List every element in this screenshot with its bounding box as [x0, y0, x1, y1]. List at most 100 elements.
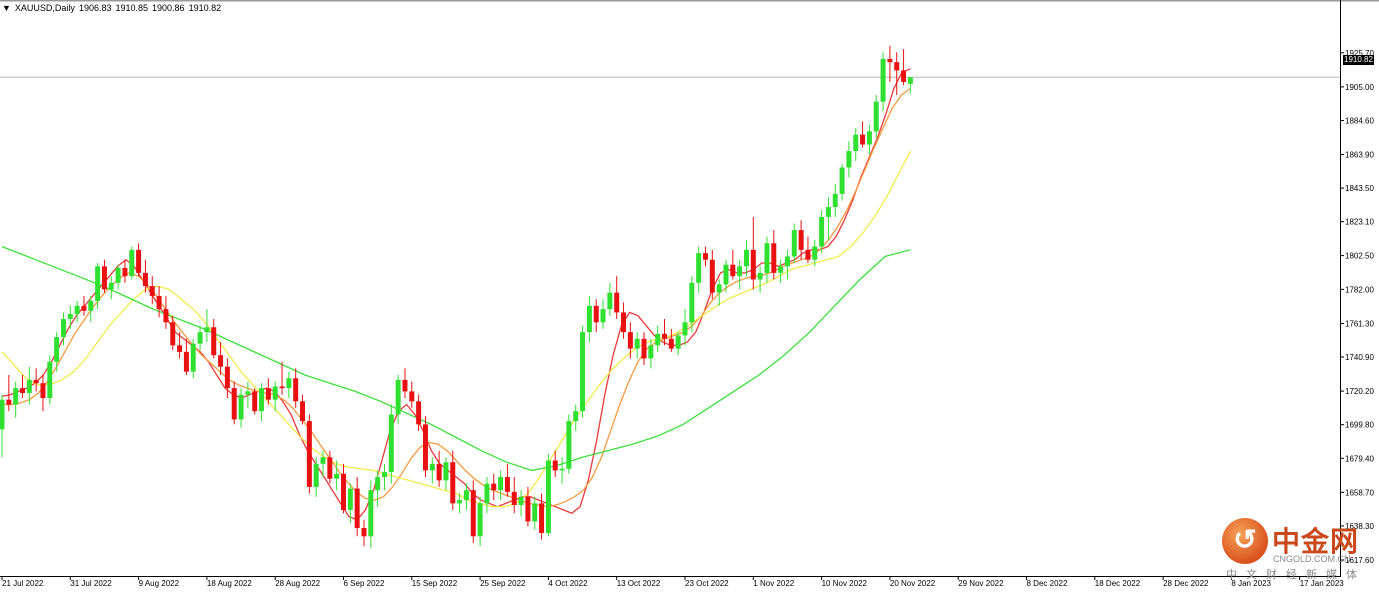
- x-tick-label: 20 Nov 2022: [890, 579, 936, 588]
- chart-title-bar: ▼ XAUUSD,Daily 1906.83 1910.85 1900.86 1910.8…: [2, 3, 225, 13]
- x-tick-label: 8 Dec 2022: [1027, 579, 1068, 588]
- y-tick-label: 1905.00: [1345, 83, 1374, 92]
- candle-body: [730, 264, 736, 277]
- candle-body: [525, 496, 531, 522]
- candle-body: [334, 473, 340, 479]
- candle-body: [416, 401, 422, 425]
- x-tick-label: 28 Aug 2022: [275, 579, 320, 588]
- candle-body: [238, 394, 244, 420]
- candle-body: [716, 284, 722, 293]
- y-tick-label: 1823.10: [1345, 218, 1374, 227]
- candle-body: [224, 366, 230, 389]
- candle-body: [887, 58, 893, 63]
- candle-body: [26, 379, 32, 394]
- y-tick-label: 1925.70: [1345, 49, 1374, 58]
- candle-body: [655, 333, 661, 346]
- candle-body: [607, 292, 613, 310]
- candle-body: [621, 312, 627, 333]
- x-tick-label: 4 Oct 2022: [548, 579, 588, 588]
- cngold-logo-icon: [1222, 518, 1268, 564]
- y-tick-label: 1658.70: [1345, 488, 1374, 497]
- candle-body: [286, 378, 292, 389]
- candle-body: [648, 345, 654, 359]
- candle-body: [573, 411, 579, 422]
- symbol-label: XAUUSD,Daily: [14, 3, 75, 13]
- candle-body: [320, 457, 326, 464]
- candle-body: [450, 462, 456, 504]
- candle-body: [682, 322, 688, 336]
- candle-body: [873, 101, 879, 132]
- y-tick-label: 1863.90: [1345, 151, 1374, 160]
- candle-body: [6, 399, 12, 405]
- candle-body: [381, 472, 387, 478]
- y-tick-label: 1884.60: [1345, 116, 1374, 125]
- candle-body: [13, 388, 19, 405]
- x-tick-label: 15 Sep 2022: [412, 579, 458, 588]
- collapse-triangle-icon[interactable]: ▼: [2, 3, 11, 13]
- candle-body: [88, 300, 94, 311]
- candle-body: [470, 490, 476, 537]
- candle-body: [901, 70, 907, 82]
- candle-body: [129, 249, 135, 277]
- candle-body: [279, 386, 285, 389]
- candle-body: [539, 503, 545, 534]
- candle-body: [19, 388, 25, 394]
- candle-body: [805, 249, 811, 260]
- candle-body: [764, 243, 770, 273]
- candle-body: [812, 246, 818, 260]
- candle-body: [422, 424, 428, 471]
- candle-body: [853, 134, 859, 152]
- candle-body: [614, 292, 620, 313]
- candle-body: [511, 491, 517, 506]
- candle-body: [634, 338, 640, 349]
- candle-body: [95, 266, 101, 301]
- candle-body: [580, 332, 586, 412]
- candle-body: [197, 332, 203, 344]
- candle-body: [832, 193, 838, 208]
- candle-body: [463, 490, 469, 501]
- current-price-tag: 1910.82: [1343, 55, 1374, 65]
- x-tick-label: 23 Oct 2022: [685, 579, 729, 588]
- candle-body: [559, 468, 565, 471]
- candle-body: [252, 391, 258, 412]
- candle-body: [880, 58, 886, 102]
- candle-body: [860, 134, 866, 145]
- x-tick-label: 18 Dec 2022: [1095, 579, 1141, 588]
- candle-body: [750, 249, 756, 280]
- low-value: 1900.86: [152, 3, 185, 13]
- candle-body: [477, 503, 483, 537]
- candle-body: [894, 62, 900, 71]
- candle-body: [190, 343, 196, 372]
- candle-body: [784, 256, 790, 267]
- candle-body: [696, 253, 702, 283]
- candle-body: [586, 305, 592, 333]
- candle-body: [675, 335, 681, 349]
- candle-body: [771, 243, 777, 273]
- candle-body: [354, 488, 360, 529]
- candle-body: [484, 483, 490, 504]
- x-tick-label: 18 Aug 2022: [207, 579, 252, 588]
- watermark-url: CNGOLD.COM.CN: [1273, 554, 1351, 564]
- y-tick-label: 1720.20: [1345, 387, 1374, 396]
- x-tick-label: 1 Nov 2022: [753, 579, 794, 588]
- candle-body: [170, 322, 176, 346]
- candle-body: [593, 305, 599, 323]
- candle-body: [40, 383, 46, 399]
- x-tick-label: 13 Oct 2022: [617, 579, 661, 588]
- candle-body: [627, 332, 633, 349]
- x-tick-label: 17 Jan 2023: [1300, 579, 1345, 588]
- ma-line: [1, 68, 911, 521]
- candle-body: [825, 207, 831, 217]
- candle-body: [846, 151, 852, 168]
- candle-body: [142, 272, 148, 287]
- candle-body: [211, 327, 217, 356]
- candle-body: [341, 473, 346, 510]
- open-value: 1906.83: [78, 3, 112, 13]
- candle-body: [177, 345, 183, 352]
- candle-body: [81, 305, 87, 311]
- y-tick-label: 1740.90: [1345, 353, 1374, 362]
- candle-body: [409, 391, 415, 402]
- high-value: 1910.85: [115, 3, 149, 13]
- candle-body: [641, 338, 647, 359]
